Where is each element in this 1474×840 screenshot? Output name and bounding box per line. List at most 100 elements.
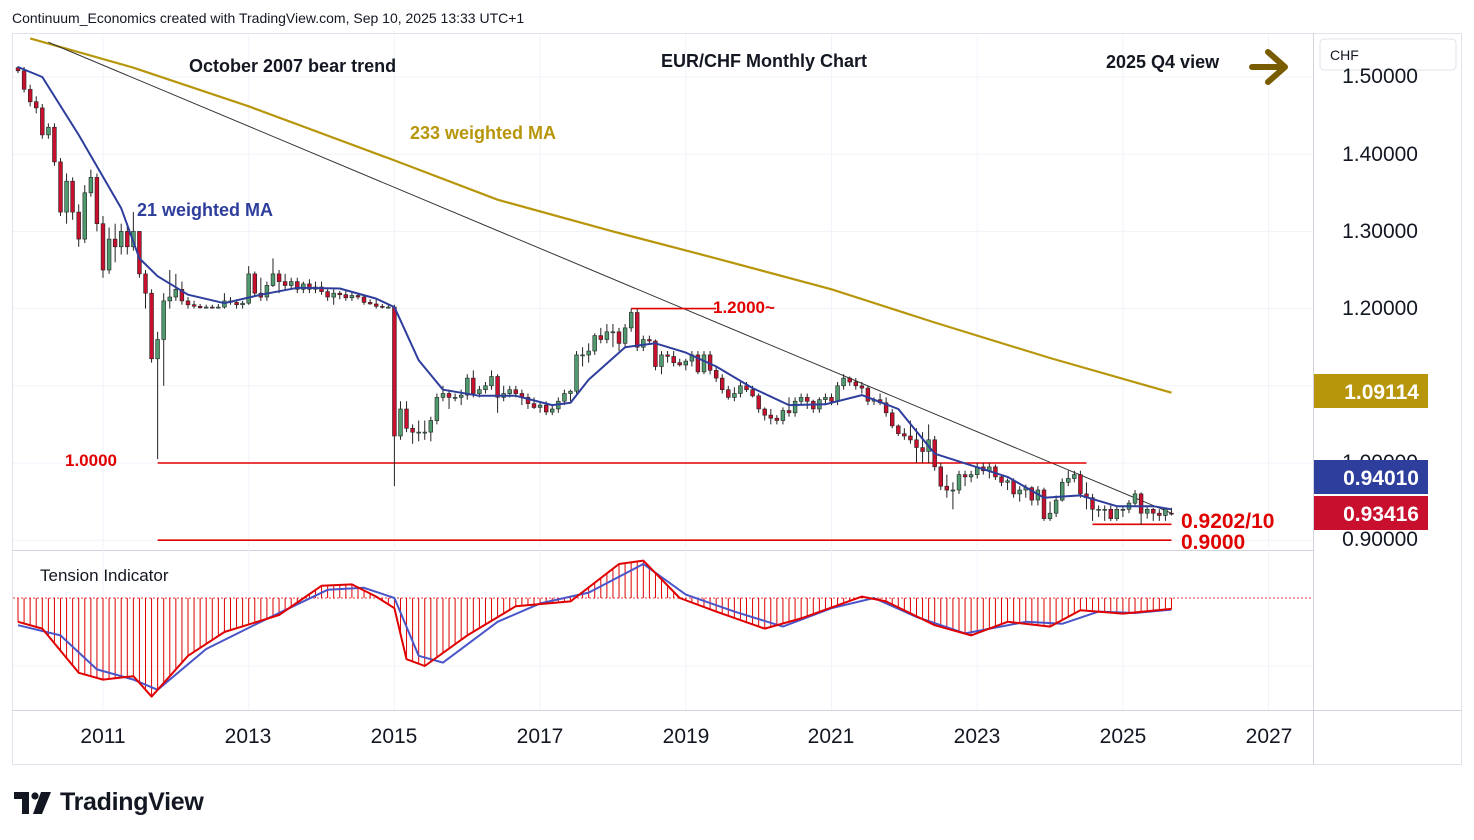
year-tick-2013: 2013 — [225, 725, 272, 748]
candle-body — [938, 466, 944, 487]
candle-body — [847, 377, 852, 383]
candle-body — [167, 296, 172, 302]
candle-body — [1017, 489, 1022, 495]
candle-body — [125, 231, 130, 248]
candle-body — [835, 385, 840, 402]
candle-body — [410, 427, 415, 433]
candle-body — [252, 273, 257, 294]
candle-body — [404, 408, 409, 429]
candle-body — [21, 70, 27, 90]
candle-body — [33, 101, 39, 109]
candle-body — [380, 305, 385, 308]
candle-body — [1078, 474, 1083, 495]
candle-body — [282, 281, 288, 286]
year-tick-2017: 2017 — [517, 725, 564, 748]
candle-body — [865, 387, 871, 402]
tradingview-logo[interactable]: TradingView — [14, 788, 204, 817]
candle-body — [604, 331, 610, 340]
candle-body — [562, 393, 567, 402]
candle-body — [361, 296, 367, 303]
candle-body — [483, 385, 488, 390]
tradingview-brand: TradingView — [60, 788, 204, 816]
candle-body — [944, 485, 950, 491]
candle-body — [288, 281, 294, 286]
currency-button[interactable]: CHF — [1319, 38, 1457, 71]
candle-body — [950, 489, 956, 492]
candle-body — [191, 304, 197, 307]
candle-body — [744, 385, 749, 390]
tension-main-line — [17, 559, 1172, 698]
candle-body — [1005, 480, 1010, 483]
view-label: 2025 Q4 view — [1106, 52, 1220, 72]
ma21-price-label: 0.94010 — [1343, 467, 1419, 490]
candle-body — [543, 404, 549, 413]
candle-body — [1060, 481, 1065, 501]
ma21-price-box — [1314, 460, 1428, 494]
candle-body — [27, 89, 33, 103]
year-tick-2015: 2015 — [371, 725, 418, 748]
candle-body — [40, 107, 45, 136]
candle-body — [726, 389, 731, 398]
price-tick-1.50: 1.50000 — [1342, 65, 1418, 88]
candle-body — [750, 389, 755, 397]
candle-body — [276, 273, 282, 282]
price-tick-1.20: 1.20000 — [1342, 297, 1418, 320]
candle-body — [106, 238, 112, 271]
candle-body — [367, 302, 373, 305]
candle-body — [204, 306, 209, 309]
candle-body — [373, 303, 379, 307]
candle-body — [477, 389, 482, 394]
candle-body — [246, 273, 251, 304]
candle-body — [471, 377, 476, 394]
candle-body — [580, 354, 585, 357]
candle-body — [653, 340, 658, 367]
candle-body — [434, 397, 440, 421]
candle-body — [610, 331, 616, 334]
level-1000-label: 1.0000 — [65, 451, 117, 470]
candle-body — [428, 420, 433, 433]
candle-body — [1157, 512, 1162, 516]
tension-signal-line — [17, 563, 1172, 691]
candle-body — [804, 397, 810, 402]
last-price-box — [1314, 496, 1428, 530]
candle-body — [829, 397, 834, 402]
candle-body — [883, 402, 889, 414]
candle-body — [1132, 493, 1138, 504]
candle-body — [234, 302, 239, 305]
candle-body — [956, 474, 962, 491]
candle-body — [574, 354, 579, 392]
candle-body — [392, 306, 397, 437]
candle-body — [1041, 489, 1047, 519]
candle-body — [1169, 512, 1174, 515]
candle-body — [908, 435, 913, 441]
candle-body — [902, 433, 907, 437]
candle-body — [962, 474, 968, 478]
arrow-right-icon — [1249, 49, 1288, 85]
level-09202-label: 0.9202/10 — [1181, 510, 1274, 533]
candle-body — [155, 339, 160, 360]
ma21-label: 21 weighted MA — [137, 200, 273, 220]
candle-body — [58, 161, 63, 213]
trendline — [48, 41, 1172, 514]
candle-body — [513, 389, 519, 394]
candle-body — [853, 381, 859, 387]
candle-body — [446, 393, 452, 398]
candle-body — [307, 283, 312, 290]
candle-body — [319, 286, 324, 292]
candle-body — [823, 397, 828, 400]
ma233-line — [29, 37, 1172, 394]
candle-body — [634, 312, 640, 348]
candle-body — [343, 294, 348, 299]
ma21-line — [17, 66, 1172, 511]
candle-body — [665, 354, 670, 357]
candle-body — [647, 339, 652, 342]
candle-body — [76, 211, 81, 240]
ma233-price-box — [1314, 374, 1428, 408]
candle-body — [792, 400, 798, 414]
chart-title: EUR/CHF Monthly Chart — [661, 51, 867, 71]
candle-body — [896, 425, 901, 434]
candle-body — [495, 376, 500, 398]
price-tick-0.90: 0.90000 — [1342, 528, 1418, 551]
candle-body — [240, 302, 245, 306]
candle-body — [1151, 508, 1156, 514]
